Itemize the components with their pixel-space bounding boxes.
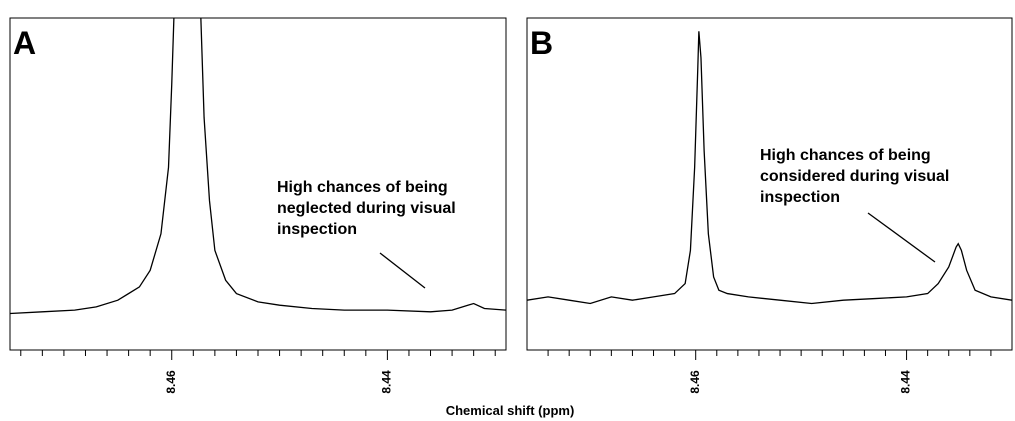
annotation-text: High chances of being	[760, 147, 931, 164]
x-tick-label: 8.44	[899, 370, 913, 394]
annotation-text: inspection	[277, 221, 357, 238]
x-tick-label: 8.44	[380, 370, 394, 394]
x-tick-label: 8.46	[164, 370, 178, 394]
annotation-text: considered during visual	[760, 168, 949, 185]
x-axis-label: Chemical shift (ppm)	[446, 403, 575, 418]
annotation-text: High chances of being	[277, 179, 448, 196]
annotation-pointer	[867, 212, 936, 263]
panel-label: B	[530, 25, 553, 61]
annotation-text: inspection	[760, 189, 840, 206]
plot-area	[527, 31, 1012, 305]
x-tick-label: 8.46	[688, 370, 702, 394]
annotation-pointer	[379, 252, 426, 289]
spectrum-line	[10, 18, 506, 315]
plot-area	[10, 18, 506, 315]
plot-frame	[526, 17, 1013, 351]
annotation-text: neglected during visual	[277, 200, 456, 217]
panel-label: A	[13, 25, 36, 61]
spectrum-line	[527, 31, 1012, 305]
